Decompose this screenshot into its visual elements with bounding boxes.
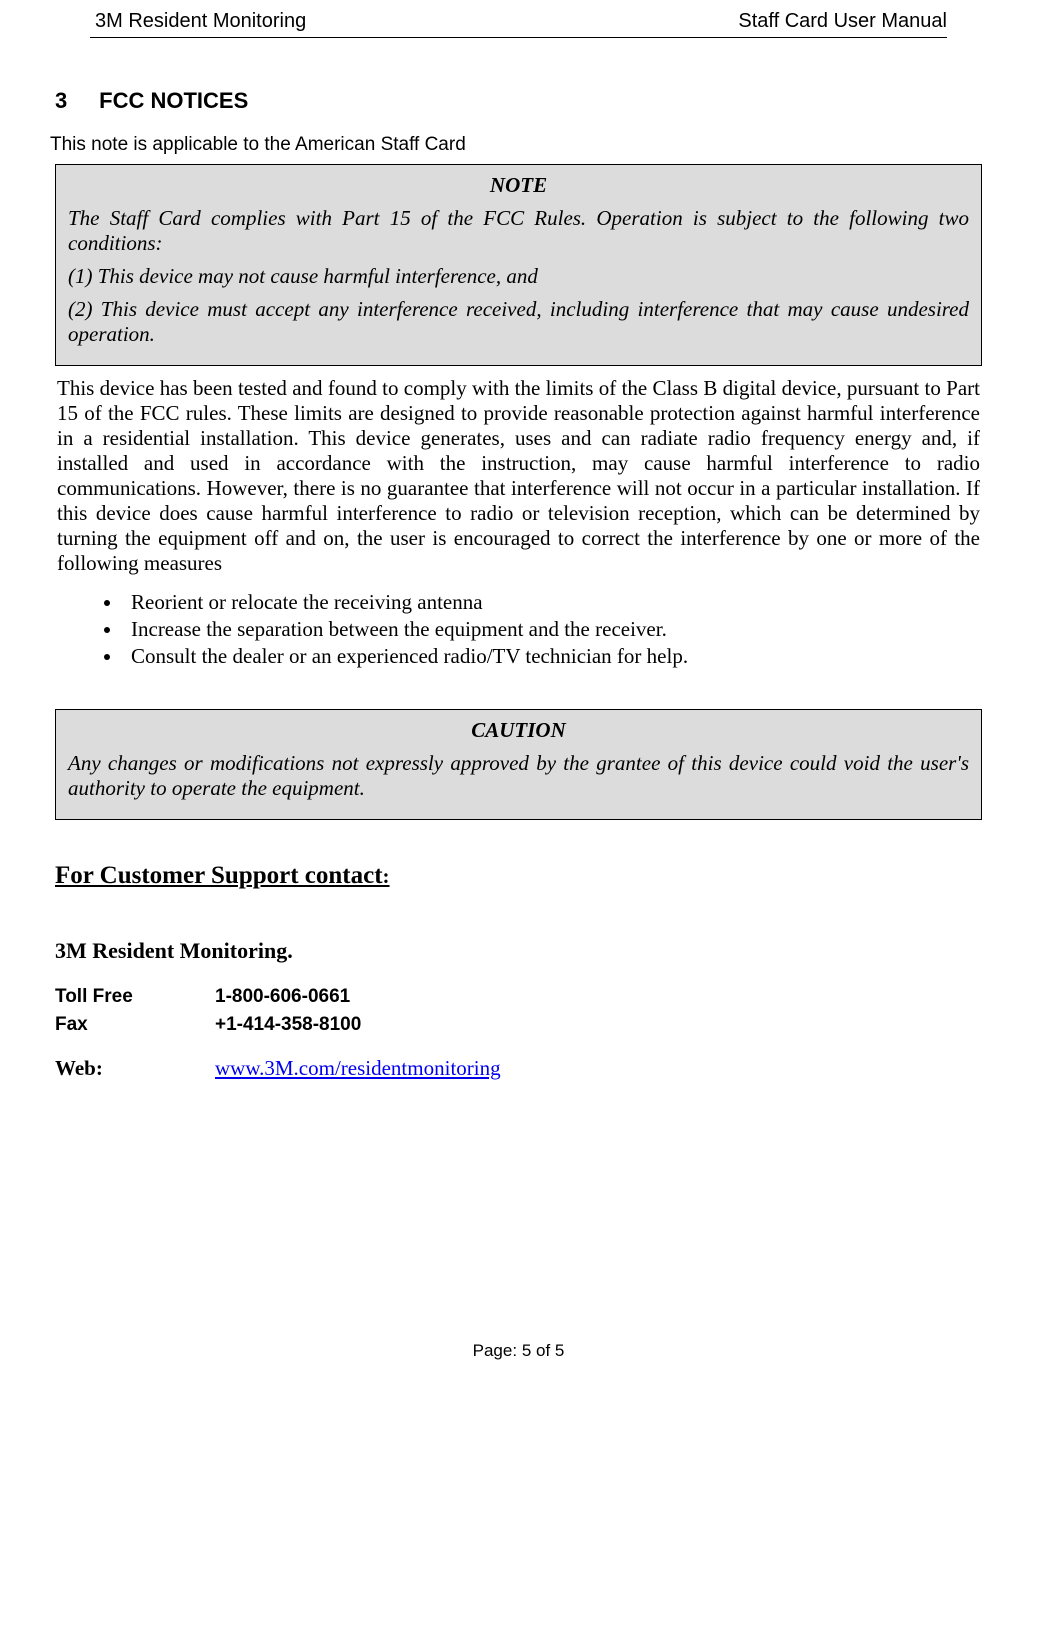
contact-value: 1-800-606-0661 bbox=[215, 986, 350, 1008]
contact-value: +1-414-358-8100 bbox=[215, 1014, 361, 1036]
contact-label: Web: bbox=[55, 1056, 215, 1081]
contact-value: www.3M.com/residentmonitoring bbox=[215, 1056, 501, 1081]
footer-label: Page: bbox=[473, 1341, 517, 1360]
list-item: Consult the dealer or an experienced rad… bbox=[123, 644, 982, 669]
footer-page: 5 of 5 bbox=[522, 1341, 565, 1360]
support-heading: For Customer Support contact: bbox=[55, 862, 982, 890]
page-footer: Page: 5 of 5 bbox=[55, 1341, 982, 1381]
company-name: 3M Resident Monitoring. bbox=[55, 938, 982, 964]
note-p3: (2) This device must accept any interfer… bbox=[68, 297, 969, 347]
contact-row-tollfree: Toll Free 1-800-606-0661 bbox=[55, 986, 982, 1008]
caution-p1: Any changes or modifications not express… bbox=[68, 751, 969, 801]
note-box: NOTE The Staff Card complies with Part 1… bbox=[55, 164, 982, 366]
contact-label: Fax bbox=[55, 1014, 215, 1036]
page: 3M Resident Monitoring Staff Card User M… bbox=[0, 0, 1037, 1441]
list-item: Increase the separation between the equi… bbox=[123, 617, 982, 642]
header-right: Staff Card User Manual bbox=[738, 10, 947, 33]
intro-text: This note is applicable to the American … bbox=[50, 134, 982, 156]
section-title: FCC NOTICES bbox=[99, 88, 248, 113]
web-link[interactable]: www.3M.com/residentmonitoring bbox=[215, 1056, 501, 1080]
contact-label: Toll Free bbox=[55, 986, 215, 1008]
caution-box: CAUTION Any changes or modifications not… bbox=[55, 709, 982, 820]
contact-row-web: Web: www.3M.com/residentmonitoring bbox=[55, 1056, 982, 1081]
body-paragraph: This device has been tested and found to… bbox=[55, 376, 982, 576]
caution-title: CAUTION bbox=[68, 718, 969, 743]
list-item: Reorient or relocate the receiving anten… bbox=[123, 590, 982, 615]
note-p1: The Staff Card complies with Part 15 of … bbox=[68, 206, 969, 256]
header-left: 3M Resident Monitoring bbox=[95, 10, 306, 33]
section-number: 3 bbox=[55, 88, 93, 114]
note-p2: (1) This device may not cause harmful in… bbox=[68, 264, 969, 289]
note-body: The Staff Card complies with Part 15 of … bbox=[68, 206, 969, 347]
section-heading: 3 FCC NOTICES bbox=[55, 88, 982, 114]
page-header: 3M Resident Monitoring Staff Card User M… bbox=[90, 0, 947, 38]
caution-body: Any changes or modifications not express… bbox=[68, 751, 969, 801]
measures-list: Reorient or relocate the receiving anten… bbox=[55, 590, 982, 669]
contact-row-fax: Fax +1-414-358-8100 bbox=[55, 1014, 982, 1036]
note-title: NOTE bbox=[68, 173, 969, 198]
